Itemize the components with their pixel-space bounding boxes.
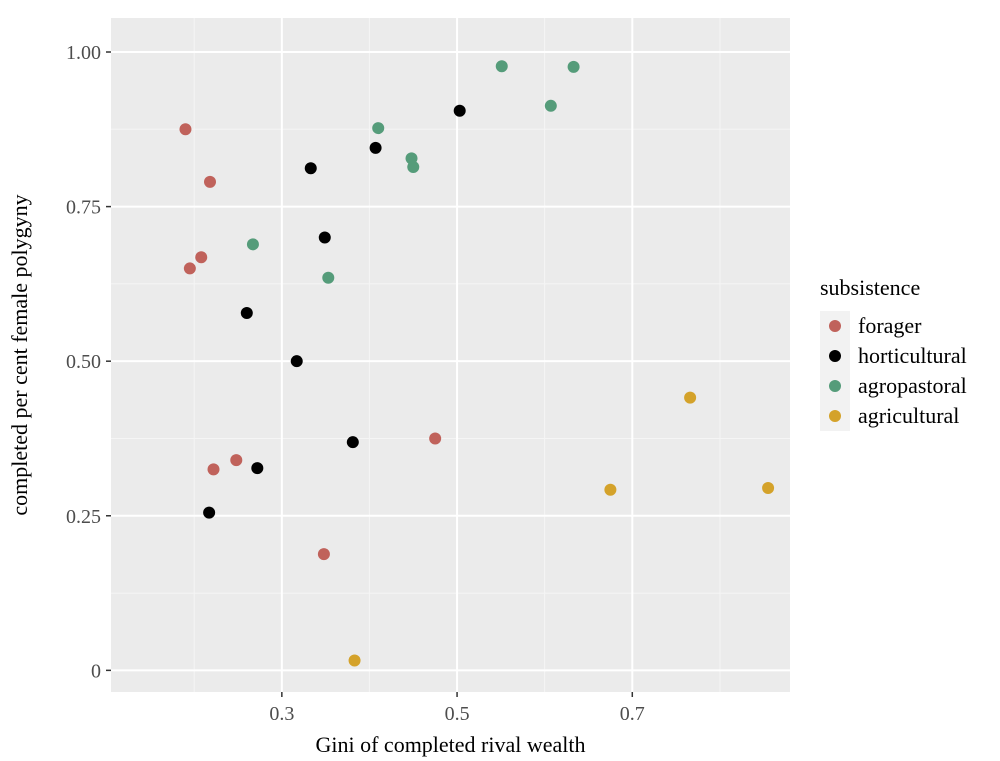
data-point-forager xyxy=(179,123,192,136)
y-tick-label: 0.75 xyxy=(66,197,101,219)
data-point-forager xyxy=(317,548,330,561)
legend-label-horticultural: horticultural xyxy=(858,343,967,368)
data-point-forager xyxy=(207,463,220,476)
y-tick-label: 0.50 xyxy=(66,351,101,373)
legend-title: subsistence xyxy=(820,275,920,300)
data-point-horticultural xyxy=(453,104,466,117)
data-point-horticultural xyxy=(318,231,331,244)
data-point-horticultural xyxy=(240,306,253,319)
data-point-agricultural xyxy=(348,654,361,667)
data-point-agropastoral xyxy=(567,60,580,73)
legend-key-forager xyxy=(829,320,841,332)
x-tick-label: 0.5 xyxy=(445,703,470,725)
x-axis-title: Gini of completed rival wealth xyxy=(315,732,585,757)
y-tick-label: 0 xyxy=(91,660,101,682)
data-point-horticultural xyxy=(304,162,317,175)
data-point-horticultural xyxy=(203,506,216,519)
data-points xyxy=(179,60,775,667)
data-point-agropastoral xyxy=(495,60,508,73)
data-point-forager xyxy=(429,432,442,445)
data-point-horticultural xyxy=(369,141,382,154)
plot-panel xyxy=(111,18,790,692)
y-tick-label: 0.25 xyxy=(66,506,101,528)
data-point-horticultural xyxy=(251,462,264,475)
data-point-forager xyxy=(195,251,208,264)
legend-label-agropastoral: agropastoral xyxy=(858,373,967,398)
data-point-forager xyxy=(183,262,196,275)
data-point-horticultural xyxy=(346,436,359,449)
y-axis-title: completed per cent female polygyny xyxy=(7,194,32,515)
data-point-agropastoral xyxy=(246,238,259,251)
data-point-agricultural xyxy=(684,391,697,404)
legend: subsistence forager horticultural agropast… xyxy=(820,275,967,431)
y-tick-label: 1.00 xyxy=(66,42,101,64)
data-point-forager xyxy=(204,175,217,188)
data-point-agricultural xyxy=(604,483,617,496)
legend-key-horticultural xyxy=(829,350,841,362)
legend-key-agropastoral xyxy=(829,380,841,392)
data-point-horticultural xyxy=(290,355,303,368)
legend-label-forager: forager xyxy=(858,313,922,338)
data-point-agropastoral xyxy=(322,271,335,284)
minor-gridlines xyxy=(111,18,790,692)
data-point-agropastoral xyxy=(372,122,385,135)
legend-label-agricultural: agricultural xyxy=(858,403,959,428)
data-point-agropastoral xyxy=(544,99,557,112)
x-tick-label: 0.7 xyxy=(620,703,645,725)
x-tick-label: 0.3 xyxy=(269,703,294,725)
legend-key-agricultural xyxy=(829,410,841,422)
major-gridlines xyxy=(111,18,790,692)
data-point-forager xyxy=(230,454,243,467)
axes: 0.3 0.5 0.7 0 0.25 0.50 0.75 1.00 xyxy=(66,42,645,725)
data-point-agropastoral xyxy=(407,161,420,174)
data-point-agricultural xyxy=(762,481,775,494)
